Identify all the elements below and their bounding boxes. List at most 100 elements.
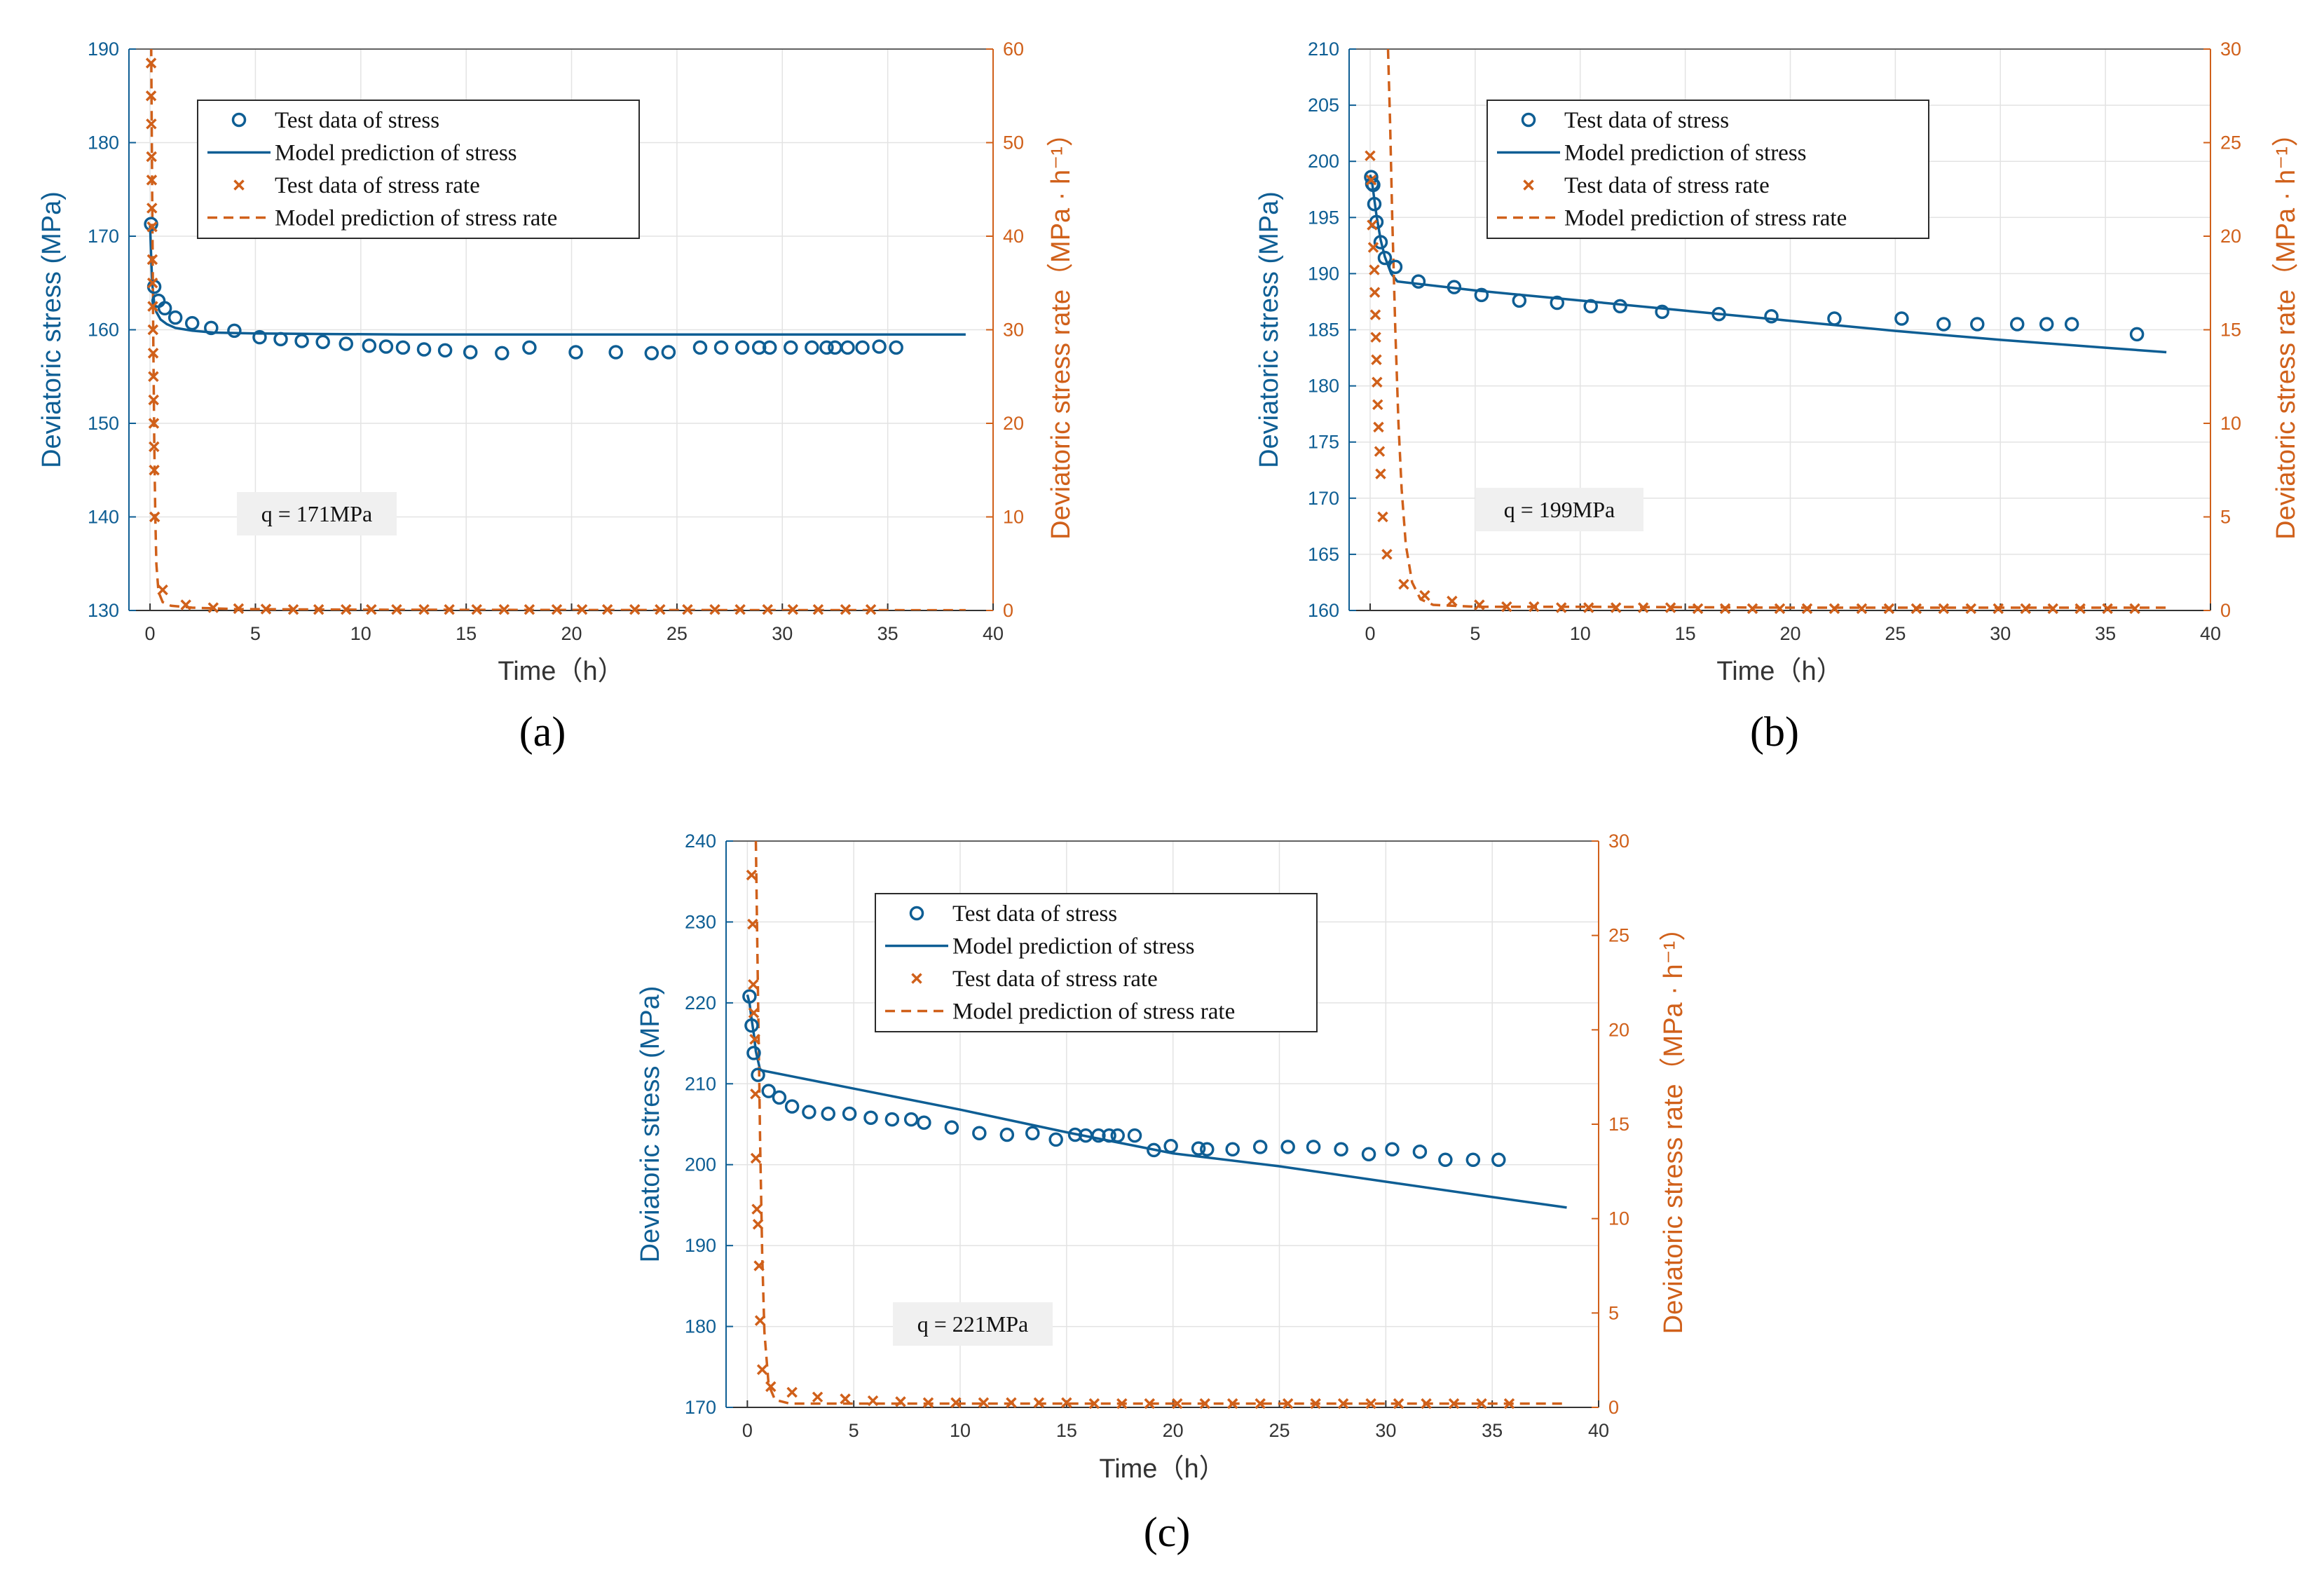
x-tick-label: 30 (772, 623, 793, 644)
stress-data-point (2009, 317, 2025, 332)
x-axis-label: Time（h） (498, 657, 624, 686)
stress-data-point (784, 340, 798, 355)
rate-data-point (313, 603, 324, 615)
legend-box (875, 893, 1318, 1032)
rate-data-point (1447, 595, 1458, 607)
rate-data-point (1088, 1398, 1100, 1409)
left-y-tick-label: 220 (685, 992, 716, 1013)
right-y-tick-label: 25 (1608, 925, 1629, 946)
stress-data-point (746, 1046, 761, 1060)
left-y-tick-label: 190 (88, 39, 119, 60)
x-tick-label: 35 (877, 623, 898, 644)
stress-data-point (168, 310, 183, 325)
rate-data-point (747, 918, 758, 930)
stress-data-point (1512, 293, 1527, 308)
legend-test-rate-marker (233, 179, 245, 191)
stress-data-point (2064, 317, 2079, 332)
rate-data-point (750, 1088, 761, 1100)
right-y-tick-label: 20 (1608, 1019, 1629, 1040)
left-y-tick-label: 240 (685, 831, 716, 852)
x-tick-label: 35 (1482, 1420, 1503, 1441)
rate-data-point (1665, 602, 1676, 613)
rate-data-point (1172, 1398, 1183, 1409)
stress-data-point (1583, 299, 1598, 314)
stress-data-point (2129, 327, 2145, 342)
rate-data-point (149, 441, 160, 453)
stress-data-point (1827, 311, 1842, 326)
x-tick-label: 40 (983, 623, 1004, 644)
x-tick-label: 35 (2095, 623, 2116, 644)
right-y-tick-label: 60 (1003, 39, 1024, 60)
model-rate-line (754, 841, 1567, 1405)
stress-data-point (842, 1106, 857, 1121)
model-rate-line (150, 49, 966, 610)
legend-model-rate-label: Model prediction of stress rate (275, 206, 557, 231)
rate-data-point (1637, 602, 1649, 613)
rate-data-point (146, 203, 158, 214)
stress-data-point (944, 1120, 959, 1135)
stress-data-point (999, 1127, 1015, 1142)
rate-data-point (753, 1260, 765, 1271)
rate-data-point (1381, 549, 1393, 560)
x-tick-label: 0 (1365, 623, 1375, 644)
panel-caption: (b) (1750, 709, 1799, 755)
rate-data-point (576, 603, 588, 615)
rate-data-point (1337, 1398, 1349, 1409)
annotation-label: q = 171MPa (261, 501, 373, 526)
stress-data-point (1388, 259, 1403, 275)
stress-data-point (1091, 1128, 1106, 1143)
rate-data-point (146, 254, 158, 266)
rate-data-point (1529, 601, 1540, 613)
stress-data-point (917, 1115, 931, 1130)
left-y-tick-label: 200 (1308, 151, 1339, 172)
x-tick-label: 0 (145, 623, 156, 644)
panel-caption: (a) (519, 709, 566, 755)
right-y-tick-label: 15 (1608, 1114, 1629, 1135)
rate-data-point (1556, 602, 1567, 613)
rate-data-point (1144, 1398, 1156, 1409)
rate-data-point (1377, 511, 1388, 523)
rate-data-point (1033, 1397, 1045, 1409)
rate-data-point (1282, 1398, 1294, 1409)
rate-data-point (146, 221, 158, 233)
rate-data-point (1310, 1398, 1321, 1409)
stress-data-point (821, 1106, 836, 1121)
stress-data-point (315, 334, 330, 350)
chart-panel-a: 0 5 10 15 20 25 30 35 40 130 140 150 160 170 180 190 0 10… (37, 39, 1076, 755)
x-axis-label: Time（h） (1716, 657, 1843, 686)
rate-data-point (2074, 603, 2086, 615)
stress-data-point (1306, 1140, 1321, 1154)
rate-data-point (498, 603, 510, 615)
stress-data-point (1361, 1147, 1376, 1161)
annotation-box (1475, 488, 1643, 531)
rate-data-point (366, 603, 377, 615)
left-y-tick-label: 190 (685, 1235, 716, 1256)
stress-data-point (784, 1099, 800, 1114)
rate-data-point (867, 1395, 879, 1407)
stress-data-point (1191, 1141, 1206, 1156)
model-stress-line (746, 994, 1567, 1209)
rate-data-point (865, 603, 877, 615)
stress-data-point (362, 338, 377, 353)
rate-data-point (146, 175, 158, 186)
rate-data-point (1375, 468, 1386, 479)
stress-data-point (1764, 309, 1779, 324)
chart-panel-c: 0 5 10 15 20 25 30 35 40170180190200210220230240… (636, 831, 1688, 1555)
x-tick-label: 5 (1470, 623, 1480, 644)
left-y-tick-label: 160 (88, 320, 119, 341)
rate-data-point (1393, 1398, 1404, 1409)
right-y-tick-label: 50 (1003, 132, 1024, 153)
stress-data-point (1048, 1132, 1063, 1147)
rate-data-point (629, 603, 641, 615)
stress-data-point (157, 301, 172, 316)
left-y-tick-label: 190 (1308, 263, 1339, 284)
rate-data-point (1448, 1398, 1460, 1409)
annotation-box (237, 492, 397, 535)
right-y-tick-label: 0 (1608, 1397, 1619, 1418)
rate-data-point (1501, 601, 1512, 613)
chart-panel-b: 0 5 10 15 20 25 30 35 40 160 165 170 175 180 185 190 195… (1255, 39, 2301, 755)
stress-data-point (1447, 280, 1462, 294)
rate-data-point (750, 1152, 762, 1164)
stress-data-point (1411, 274, 1426, 289)
rate-data-point (1474, 599, 1485, 610)
